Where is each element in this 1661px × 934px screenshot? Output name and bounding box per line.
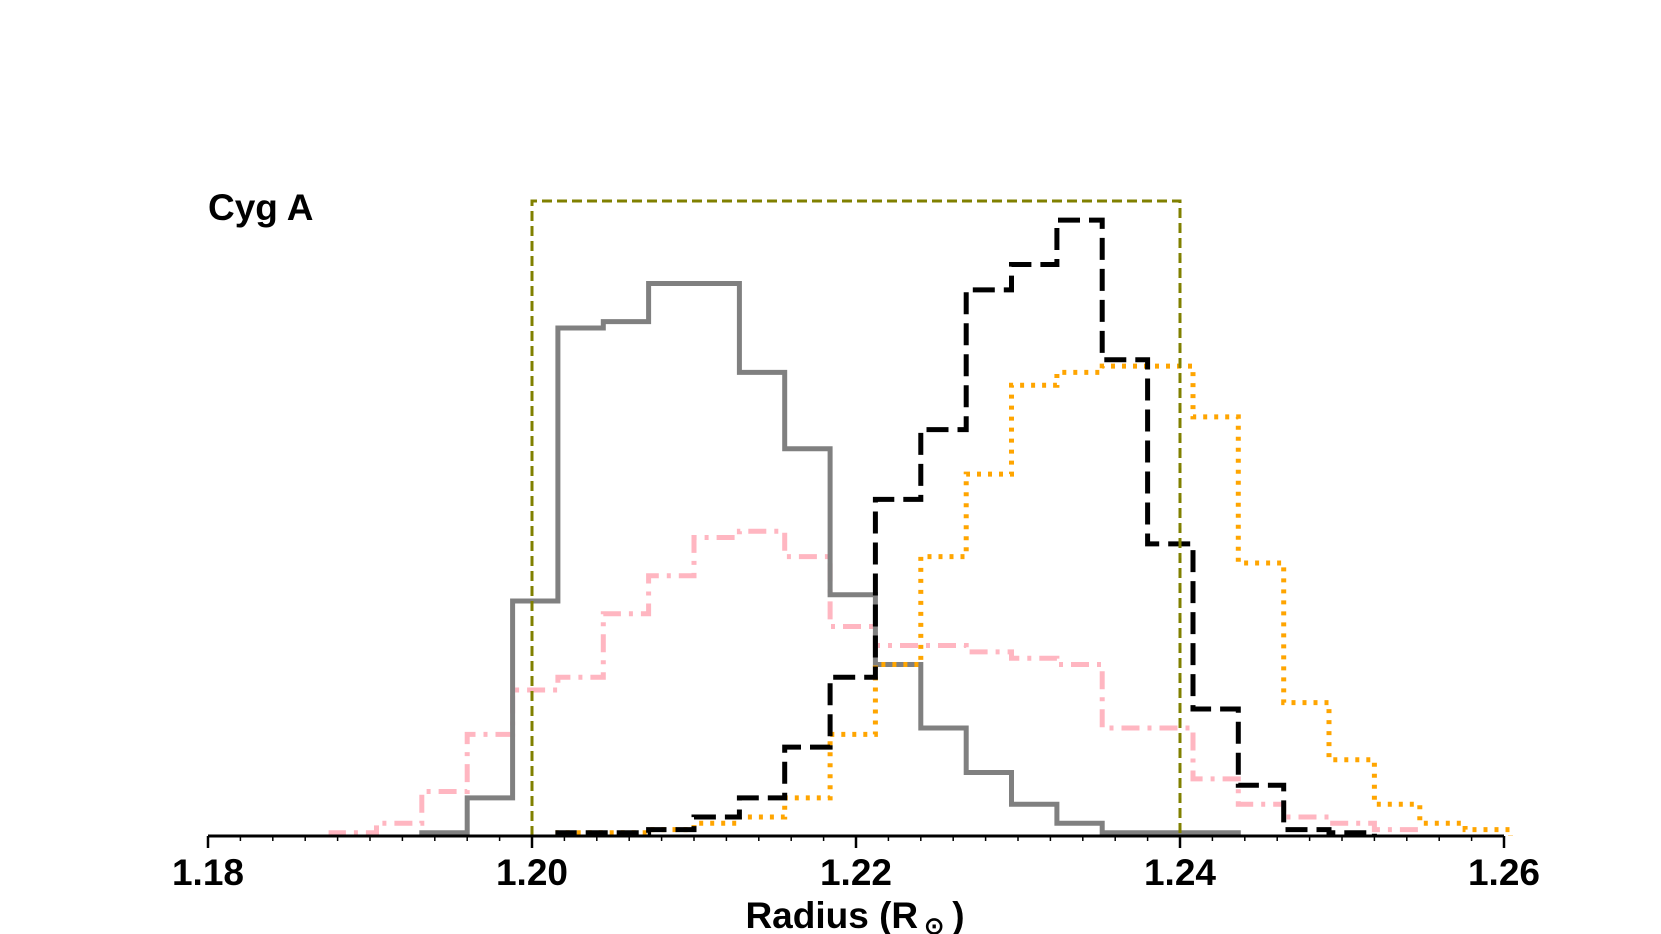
reference-box-layer bbox=[530, 199, 1182, 836]
histogram-series-3 bbox=[555, 363, 1513, 836]
histogram-series-4 bbox=[555, 217, 1377, 836]
histogram-series-1 bbox=[328, 528, 1423, 836]
reference-box bbox=[530, 199, 1182, 836]
panel-label: Cyg A bbox=[208, 187, 314, 228]
series-layer bbox=[328, 217, 1513, 836]
x-tick-label: 1.22 bbox=[820, 852, 892, 893]
x-tick-label: 1.18 bbox=[172, 852, 244, 893]
x-axis: 1.18 1.20 1.22 1.24 1.26 bbox=[172, 834, 1540, 893]
x-tick-label: 1.20 bbox=[496, 852, 568, 893]
x-axis-title: Radius (R ⊙) bbox=[745, 895, 964, 934]
x-tick-label: 1.26 bbox=[1468, 852, 1540, 893]
x-tick-label: 1.24 bbox=[1144, 852, 1216, 893]
histogram-series-2 bbox=[419, 281, 1241, 836]
